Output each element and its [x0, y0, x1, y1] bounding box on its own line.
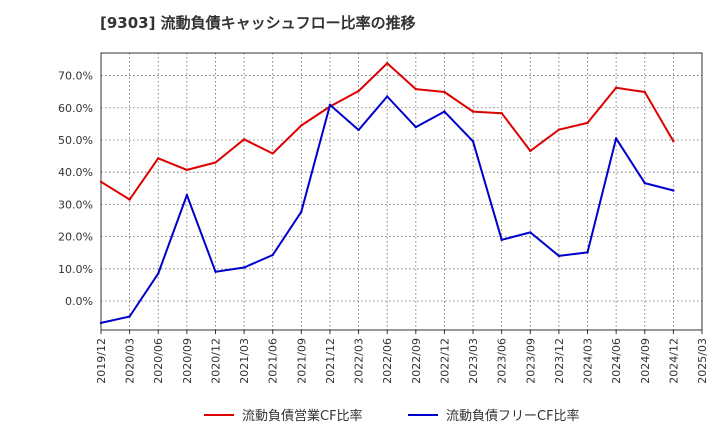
- x-tick-label: 2022/09: [410, 338, 423, 384]
- data-point: [443, 110, 446, 113]
- x-tick-label: 2022/12: [438, 338, 451, 384]
- x-tick-label: 2023/03: [467, 338, 480, 384]
- data-point: [643, 90, 646, 94]
- data-point: [271, 253, 274, 257]
- data-point: [157, 157, 160, 160]
- data-point: [242, 138, 246, 141]
- data-point: [99, 321, 103, 325]
- legend-item-1: 流動負債営業CF比率: [204, 408, 363, 424]
- x-tick-label: 2019/12: [95, 338, 108, 384]
- y-tick-label: 60.0%: [58, 102, 93, 115]
- data-point: [471, 140, 475, 143]
- x-tick-label: 2023/09: [524, 338, 537, 384]
- x-tick-label: 2021/03: [238, 338, 251, 384]
- x-tick-label: 2021/06: [267, 338, 280, 384]
- x-tick-label: 2020/12: [209, 338, 222, 384]
- x-tick-label: 2022/06: [381, 338, 394, 384]
- data-point: [414, 125, 418, 129]
- data-point: [128, 198, 131, 201]
- data-point: [672, 189, 675, 192]
- y-tick-label: 70.0%: [58, 70, 93, 83]
- data-point: [242, 266, 246, 269]
- data-point: [300, 210, 303, 213]
- y-tick-label: 40.0%: [58, 166, 93, 179]
- data-point: [643, 181, 646, 185]
- data-point: [529, 231, 532, 234]
- data-point: [614, 86, 618, 89]
- data-point: [500, 238, 503, 242]
- legend: 流動負債営業CF比率 流動負債フリーCF比率: [204, 408, 580, 424]
- data-point: [529, 149, 532, 153]
- data-point: [300, 124, 303, 127]
- x-tick-label: 2024/12: [667, 338, 680, 384]
- data-point: [586, 251, 589, 254]
- data-point: [214, 161, 217, 164]
- data-point: [443, 90, 446, 94]
- data-point: [385, 62, 389, 65]
- y-tick-label: 50.0%: [58, 134, 93, 147]
- x-tick-label: 2020/06: [152, 338, 165, 384]
- data-point: [672, 140, 675, 143]
- data-point: [99, 180, 103, 184]
- data-point: [328, 103, 332, 107]
- plot-border: [100, 52, 703, 331]
- data-point: [500, 112, 503, 115]
- data-point: [385, 95, 389, 98]
- data-point: [557, 128, 561, 131]
- data-point: [128, 315, 131, 318]
- legend-label: 流動負債フリーCF比率: [446, 408, 580, 424]
- chart-title: [9303] 流動負債キャッシュフロー比率の推移: [100, 14, 416, 32]
- x-tick-label: 2023/06: [496, 338, 509, 384]
- data-point: [357, 89, 360, 93]
- data-point: [357, 128, 360, 132]
- data-point: [157, 272, 160, 275]
- data-point: [414, 87, 418, 91]
- x-tick-label: 2022/03: [353, 338, 366, 384]
- y-tick-label: 30.0%: [58, 198, 93, 211]
- data-point: [614, 137, 618, 140]
- y-tick-label: 20.0%: [58, 231, 93, 244]
- y-tick-label: 0.0%: [65, 295, 93, 308]
- x-tick-label: 2025/03: [696, 338, 709, 384]
- x-tick-label: 2020/03: [124, 338, 137, 384]
- data-point: [586, 121, 589, 125]
- data-point: [271, 152, 274, 155]
- x-tick-label: 2021/09: [295, 338, 308, 384]
- x-tick-label: 2024/09: [639, 338, 652, 384]
- legend-label: 流動負債営業CF比率: [242, 408, 363, 424]
- x-tick-label: 2021/12: [324, 338, 337, 384]
- axes: 0.0% 10.0% 20.0% 30.0% 40.0% 50.0% 60.0% 70.0% 2…: [58, 52, 709, 384]
- y-tick-label: 10.0%: [58, 263, 93, 276]
- data-point: [185, 168, 189, 172]
- x-tick-label: 2023/12: [553, 338, 566, 384]
- x-tick-label: 2020/09: [181, 338, 194, 384]
- data-point: [214, 270, 217, 273]
- x-tick-label: 2024/06: [610, 338, 623, 384]
- data-point: [471, 110, 475, 113]
- series-lines: [99, 62, 675, 325]
- x-tick-label: 2024/03: [582, 338, 595, 384]
- data-point: [185, 193, 189, 197]
- data-point: [557, 254, 561, 258]
- legend-item-2: 流動負債フリーCF比率: [408, 408, 580, 424]
